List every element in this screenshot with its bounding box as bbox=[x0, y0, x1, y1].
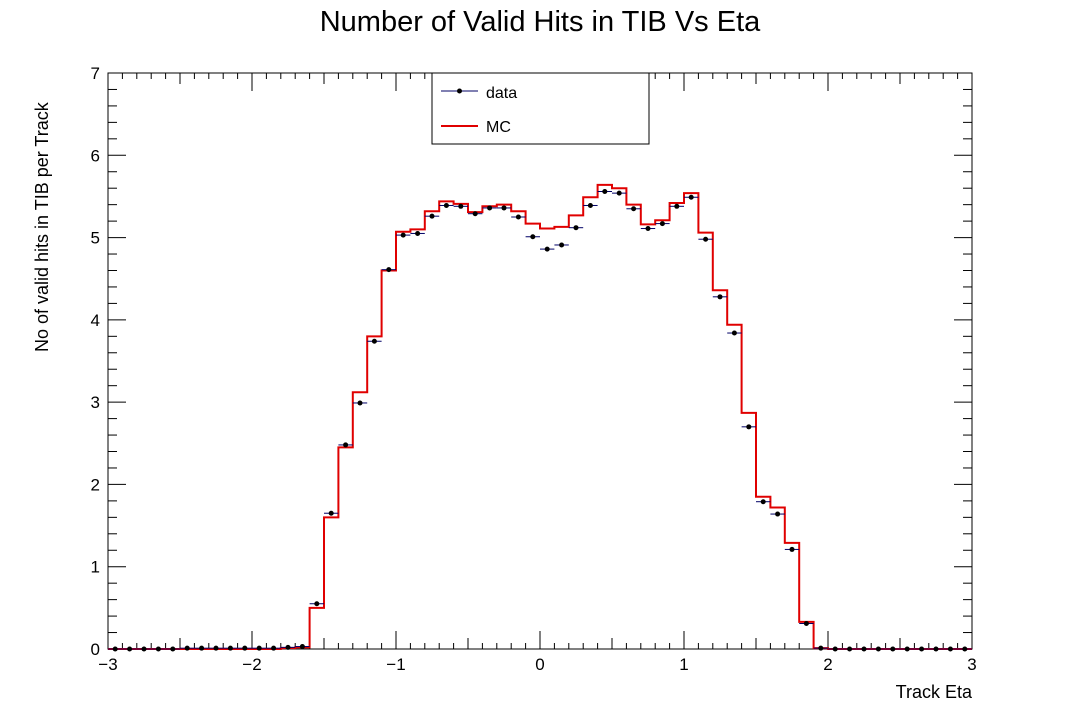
data-point bbox=[271, 645, 277, 651]
data-point bbox=[285, 644, 291, 650]
data-point bbox=[501, 205, 507, 211]
y-tick-label: 1 bbox=[91, 558, 100, 577]
data-point bbox=[890, 646, 896, 652]
data-point bbox=[227, 645, 233, 651]
series-data-points bbox=[108, 188, 972, 652]
data-point bbox=[645, 226, 651, 232]
data-point bbox=[141, 646, 147, 652]
y-tick-label: 3 bbox=[91, 393, 100, 412]
x-tick-label: 0 bbox=[535, 655, 544, 674]
data-point bbox=[242, 645, 248, 651]
data-point bbox=[184, 645, 190, 651]
data-point bbox=[674, 203, 680, 209]
data-point bbox=[515, 214, 521, 220]
x-axis-title: Track Eta bbox=[896, 682, 973, 702]
data-point bbox=[357, 400, 363, 406]
data-point bbox=[818, 645, 824, 651]
y-tick-label: 6 bbox=[91, 146, 100, 165]
legend-mc-label: MC bbox=[486, 119, 511, 136]
data-point bbox=[127, 646, 133, 652]
y-tick-label: 5 bbox=[91, 229, 100, 248]
data-point bbox=[631, 206, 637, 212]
x-tick-label: −1 bbox=[386, 655, 405, 674]
plot-frame bbox=[107, 72, 973, 650]
data-point bbox=[760, 499, 766, 505]
y-tick-label: 7 bbox=[91, 64, 100, 83]
data-point bbox=[544, 246, 550, 252]
data-point bbox=[587, 202, 593, 208]
data-point bbox=[256, 645, 262, 651]
data-point bbox=[213, 645, 219, 651]
data-point bbox=[688, 194, 694, 200]
legend-data-label: data bbox=[486, 85, 517, 102]
data-point bbox=[832, 646, 838, 652]
chart-title: Number of Valid Hits in TIB Vs Eta bbox=[319, 6, 761, 38]
data-point bbox=[314, 601, 320, 607]
data-point bbox=[343, 442, 349, 448]
data-point bbox=[386, 267, 392, 273]
data-point bbox=[947, 646, 953, 652]
data-point bbox=[328, 510, 334, 516]
data-point bbox=[703, 236, 709, 242]
data-point bbox=[789, 546, 795, 552]
legend-data-marker bbox=[457, 88, 462, 94]
x-tick-label: 3 bbox=[967, 655, 976, 674]
y-axis-title: No of valid hits in TIB per Track bbox=[32, 101, 52, 352]
data-point bbox=[472, 211, 478, 217]
y-tick-labels: 0 1 2 3 4 5 6 7 bbox=[91, 64, 100, 659]
data-point bbox=[659, 221, 665, 227]
data-point bbox=[573, 225, 579, 231]
data-point bbox=[616, 190, 622, 196]
data-point bbox=[371, 338, 377, 344]
data-point bbox=[904, 646, 910, 652]
x-tick-label: 2 bbox=[823, 655, 832, 674]
data-point bbox=[170, 646, 176, 652]
data-point bbox=[847, 646, 853, 652]
data-point bbox=[933, 646, 939, 652]
x-tick-label: −2 bbox=[242, 655, 261, 674]
data-point bbox=[962, 646, 968, 652]
data-point bbox=[530, 234, 536, 240]
data-point bbox=[803, 620, 809, 626]
legend-box bbox=[431, 72, 650, 145]
y-tick-label: 2 bbox=[91, 475, 100, 494]
data-point bbox=[559, 242, 565, 248]
legend: data MC bbox=[431, 72, 650, 145]
data-point bbox=[299, 644, 305, 650]
data-point bbox=[429, 213, 435, 219]
data-point bbox=[199, 645, 205, 651]
data-point bbox=[602, 188, 608, 194]
series-mc-step-line bbox=[108, 183, 972, 650]
data-point bbox=[458, 203, 464, 209]
data-point bbox=[775, 511, 781, 517]
y-tick-label: 4 bbox=[91, 311, 100, 330]
data-point bbox=[717, 294, 723, 300]
data-point bbox=[746, 424, 752, 430]
data-point bbox=[155, 646, 161, 652]
data-point bbox=[443, 202, 449, 208]
data-point bbox=[919, 646, 925, 652]
y-tick-label: 0 bbox=[91, 640, 100, 659]
data-point bbox=[731, 330, 737, 336]
x-tick-label: −3 bbox=[98, 655, 117, 674]
data-point bbox=[861, 646, 867, 652]
data-point bbox=[487, 205, 493, 211]
data-point bbox=[400, 232, 406, 238]
x-tick-labels: −3 −2 −1 0 1 2 3 bbox=[98, 655, 976, 674]
data-point bbox=[875, 646, 881, 652]
data-point bbox=[415, 230, 421, 236]
axis-ticks bbox=[107, 72, 973, 650]
x-tick-label: 1 bbox=[679, 655, 688, 674]
data-point bbox=[112, 646, 118, 652]
